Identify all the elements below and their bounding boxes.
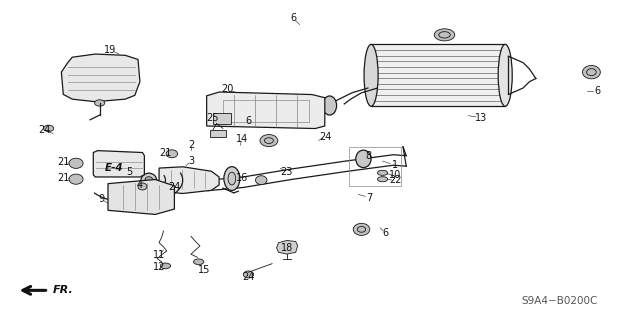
Ellipse shape xyxy=(264,138,273,144)
Ellipse shape xyxy=(439,32,451,38)
Text: 16: 16 xyxy=(236,173,248,183)
Ellipse shape xyxy=(357,226,365,232)
Text: 24: 24 xyxy=(38,125,51,135)
Ellipse shape xyxy=(435,29,455,41)
Ellipse shape xyxy=(582,65,600,79)
Text: 15: 15 xyxy=(198,265,210,275)
Ellipse shape xyxy=(224,167,240,190)
Text: FR.: FR. xyxy=(53,286,74,295)
Text: 24: 24 xyxy=(243,272,255,282)
Text: 21: 21 xyxy=(57,173,70,183)
Bar xyxy=(349,147,401,187)
Polygon shape xyxy=(159,167,219,194)
Text: 21: 21 xyxy=(159,147,172,158)
Polygon shape xyxy=(93,151,145,177)
Text: 21: 21 xyxy=(57,157,70,167)
Text: 6: 6 xyxy=(382,227,388,238)
Text: 2: 2 xyxy=(188,140,194,150)
Text: 11: 11 xyxy=(153,250,165,260)
Ellipse shape xyxy=(166,150,177,158)
Text: 24: 24 xyxy=(168,182,180,192)
Ellipse shape xyxy=(95,100,105,106)
Ellipse shape xyxy=(69,158,83,168)
Text: 1: 1 xyxy=(392,160,399,170)
Text: 6: 6 xyxy=(595,86,601,96)
Text: 25: 25 xyxy=(207,113,219,122)
Text: 18: 18 xyxy=(281,243,293,253)
Text: 14: 14 xyxy=(236,134,248,144)
Text: 6: 6 xyxy=(290,13,296,23)
Text: S9A4−B0200C: S9A4−B0200C xyxy=(522,296,598,306)
Ellipse shape xyxy=(138,183,147,190)
Polygon shape xyxy=(61,54,140,102)
Ellipse shape xyxy=(228,172,236,185)
Text: 5: 5 xyxy=(127,167,133,177)
Ellipse shape xyxy=(255,176,267,185)
Text: 24: 24 xyxy=(319,132,332,142)
Bar xyxy=(210,130,226,137)
Ellipse shape xyxy=(145,177,153,185)
Ellipse shape xyxy=(243,271,253,278)
Text: 20: 20 xyxy=(221,84,234,94)
Text: 4: 4 xyxy=(137,180,143,190)
Text: 6: 6 xyxy=(245,116,252,126)
Ellipse shape xyxy=(161,263,171,269)
Ellipse shape xyxy=(44,125,54,131)
Text: 12: 12 xyxy=(153,262,165,272)
Text: 7: 7 xyxy=(367,193,373,203)
Ellipse shape xyxy=(587,69,596,76)
Text: 13: 13 xyxy=(475,113,487,122)
Text: 10: 10 xyxy=(389,170,401,180)
Ellipse shape xyxy=(378,177,388,182)
Text: E-4: E-4 xyxy=(105,163,124,174)
Ellipse shape xyxy=(69,174,83,184)
Ellipse shape xyxy=(260,135,278,147)
Ellipse shape xyxy=(141,173,157,189)
Ellipse shape xyxy=(498,44,512,106)
Bar xyxy=(212,114,230,123)
Text: 8: 8 xyxy=(365,151,372,161)
Bar xyxy=(371,44,505,106)
Text: 23: 23 xyxy=(280,167,293,177)
Polygon shape xyxy=(108,180,174,214)
Polygon shape xyxy=(276,241,298,254)
Text: 19: 19 xyxy=(104,45,116,55)
Text: 22: 22 xyxy=(389,175,402,185)
Ellipse shape xyxy=(353,223,370,235)
Ellipse shape xyxy=(364,44,378,106)
Ellipse shape xyxy=(193,259,204,265)
Text: 9: 9 xyxy=(99,194,105,204)
Polygon shape xyxy=(207,92,324,129)
Text: 3: 3 xyxy=(188,156,194,166)
Ellipse shape xyxy=(356,150,371,167)
Ellipse shape xyxy=(323,96,337,115)
Ellipse shape xyxy=(378,170,388,175)
